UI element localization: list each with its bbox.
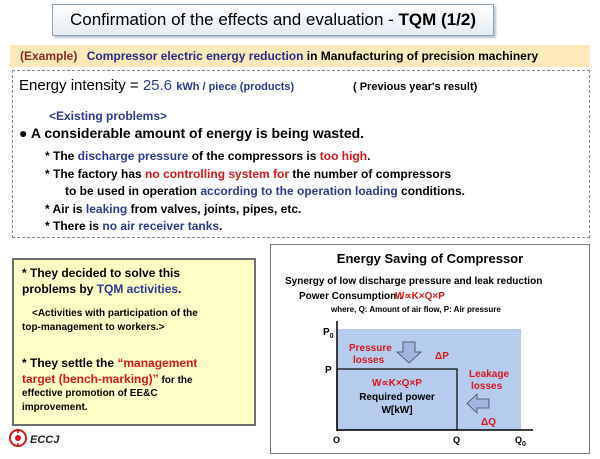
inner-formula: W∝K×Q×P	[372, 378, 422, 389]
problems-summary: ● A considerable amount of energy is bei…	[19, 125, 365, 141]
pressure-losses-label-1: Pressure	[349, 343, 392, 354]
diagram-title: Energy Saving of Compressor	[337, 251, 523, 266]
page-title: Confirmation of the effects and evaluati…	[52, 4, 494, 36]
problem-item-1: * The discharge pressure of the compress…	[45, 149, 371, 163]
problem-item-3: * Air is leaking from valves, joints, pi…	[45, 202, 302, 216]
leakage-losses-label-1: Leakage	[469, 369, 509, 380]
axis-origin: O	[333, 435, 340, 445]
required-power-label-1: Required power	[359, 392, 435, 403]
solution-line-2: problems by TQM activities.	[22, 282, 182, 296]
left-arrow-icon	[466, 393, 490, 414]
required-power-label-2: W[kW]	[381, 405, 412, 416]
required-power-region	[336, 368, 458, 431]
problem-item-2: * The factory has no controlling system …	[45, 167, 452, 181]
problems-panel: Energy intensity = 25.6 kWh / piece (pro…	[12, 70, 590, 238]
energy-intensity: Energy intensity = 25.6 kWh / piece (pro…	[19, 77, 295, 94]
example-banner: (Example) Compressor electric energy red…	[10, 45, 590, 67]
axis-q: Q	[453, 435, 460, 445]
problem-item-2-cont: to be used in operation according to the…	[65, 184, 466, 198]
solution-line-5: effective promotion of EE&C	[22, 388, 158, 399]
power-formula: W∝K×Q×P	[395, 291, 445, 302]
eccj-logo-text: ECCJ	[30, 434, 60, 446]
where-note: where, Q: Amount of air flow, P: Air pre…	[330, 305, 501, 314]
axis-q0: Q0	[515, 435, 526, 448]
example-tag: (Example)	[20, 49, 78, 63]
delta-p-label: ΔP	[435, 351, 449, 362]
problem-item-4: * There is no air receiver tanks.	[45, 219, 223, 233]
solution-note-2: top-management to workers.>	[22, 322, 165, 333]
power-consumption-label: Power Consumption :	[299, 291, 402, 302]
delta-q-label: ΔQ	[481, 417, 496, 428]
solution-line-6: improvement.	[22, 402, 88, 413]
axis-p0: P0	[323, 327, 334, 340]
diagram-svg: Energy Saving of Compressor Synergy of l…	[285, 251, 542, 448]
solution-panel: * They decided to solve this problems by…	[12, 258, 256, 426]
down-arrow-icon	[395, 341, 423, 364]
bullet-icon: ●	[19, 125, 28, 141]
example-topic: Compressor electric energy reduction	[86, 49, 304, 63]
diagram-subtitle: Synergy of low discharge pressure and le…	[285, 276, 542, 287]
solution-note-1: <Activities with participation of the	[32, 308, 198, 319]
eccj-logo-icon	[9, 429, 27, 447]
problems-heading: <Existing problems>	[49, 109, 168, 123]
example-context: in Manufacturing of precision machinery	[306, 49, 539, 63]
solution-line-1: * They decided to solve this	[22, 266, 181, 280]
solution-line-4: target (bench-marking)” for the	[22, 372, 193, 386]
axis-p: P	[325, 365, 332, 376]
pressure-losses-label-2: losses	[353, 355, 385, 366]
leakage-losses-label-2: losses	[471, 381, 503, 392]
solution-line-3: * They settle the “management	[22, 356, 198, 370]
intensity-note: ( Previous year's result)	[353, 81, 478, 93]
energy-saving-diagram: Energy Saving of Compressor Synergy of l…	[270, 244, 590, 454]
